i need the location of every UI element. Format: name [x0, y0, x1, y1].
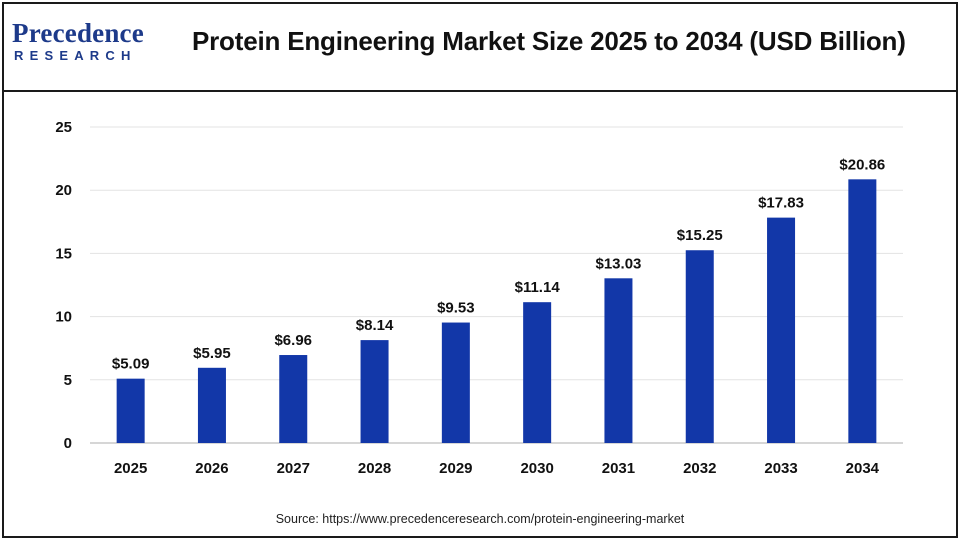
data-label: $8.14	[356, 317, 394, 334]
data-label: $17.83	[758, 195, 804, 212]
x-tick-label: 2025	[114, 460, 147, 477]
y-tick-label: 15	[55, 245, 72, 262]
bar	[197, 367, 226, 443]
chart-title: Protein Engineering Market Size 2025 to …	[192, 26, 906, 56]
data-label: $5.09	[112, 356, 150, 373]
bar	[360, 340, 389, 443]
bar	[848, 179, 877, 444]
bar	[685, 250, 714, 443]
header: Precedence RESEARCH Protein Engineering …	[4, 4, 956, 92]
x-tick-label: 2029	[439, 460, 472, 477]
bar	[523, 302, 552, 443]
x-tick-label: 2027	[277, 460, 310, 477]
x-tick-label: 2026	[195, 460, 228, 477]
y-tick-label: 0	[64, 435, 72, 452]
y-tick-label: 25	[55, 119, 72, 136]
x-tick-label: 2034	[846, 460, 880, 477]
data-label: $20.86	[839, 156, 885, 173]
precedence-logo: Precedence RESEARCH	[12, 18, 172, 68]
x-tick-label: 2030	[520, 460, 553, 477]
y-tick-label: 20	[55, 182, 72, 199]
y-tick-label: 5	[64, 372, 72, 389]
source-note: Source: https://www.precedenceresearch.c…	[275, 512, 685, 526]
logo-wordmark: Precedence	[12, 18, 144, 48]
data-label: $15.25	[677, 227, 723, 244]
bar	[767, 217, 796, 443]
bar	[441, 322, 470, 443]
bar	[279, 355, 308, 443]
data-label: $6.96	[274, 332, 312, 349]
bar	[116, 378, 145, 443]
y-tick-label: 10	[55, 309, 72, 326]
x-tick-label: 2032	[683, 460, 716, 477]
data-label: $11.14	[515, 279, 561, 296]
data-label: $5.95	[193, 345, 231, 362]
bar	[604, 278, 633, 443]
x-tick-label: 2031	[602, 460, 635, 477]
logo-subtitle: RESEARCH	[14, 48, 137, 63]
x-tick-label: 2033	[764, 460, 797, 477]
x-tick-label: 2028	[358, 460, 391, 477]
data-label: $9.53	[437, 300, 475, 317]
data-label: $13.03	[596, 255, 642, 272]
